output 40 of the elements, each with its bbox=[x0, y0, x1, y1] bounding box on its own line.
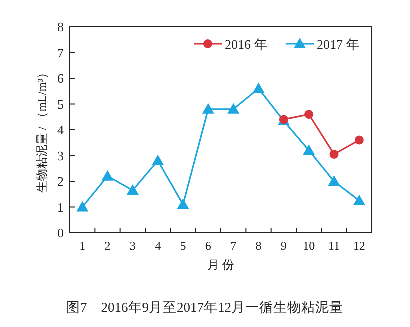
x-tick-label: 11 bbox=[328, 239, 340, 253]
y-tick-label: 8 bbox=[58, 20, 64, 34]
point bbox=[102, 170, 114, 181]
point bbox=[252, 82, 265, 94]
x-tick-label: 5 bbox=[180, 239, 186, 253]
y-tick-label: 1 bbox=[58, 200, 64, 215]
x-tick-label: 3 bbox=[130, 239, 136, 253]
x-tick-label: 4 bbox=[155, 239, 162, 253]
y-tick-label: 7 bbox=[58, 45, 64, 60]
point bbox=[202, 103, 214, 114]
x-axis-title: 月 份 bbox=[208, 258, 234, 272]
x-tick-label: 2 bbox=[104, 239, 111, 253]
point bbox=[126, 184, 139, 196]
legend-label: 2017 年 bbox=[317, 37, 360, 52]
point bbox=[228, 103, 240, 114]
x-tick-label: 1 bbox=[80, 239, 86, 253]
y-tick-label: 2 bbox=[58, 174, 64, 189]
y-tick-label: 4 bbox=[58, 122, 64, 138]
x-tick-label: 7 bbox=[230, 239, 237, 253]
x-tick-label: 8 bbox=[256, 239, 262, 253]
y-tick-label: 6 bbox=[58, 71, 64, 86]
point bbox=[177, 198, 190, 210]
point bbox=[76, 201, 89, 212]
point bbox=[303, 144, 316, 156]
y-tick-label: 0 bbox=[58, 226, 64, 240]
point bbox=[354, 136, 364, 145]
y-tick-label: 5 bbox=[58, 96, 64, 112]
x-tick-label: 6 bbox=[205, 239, 212, 253]
text: 图7 2016年9月至2017年12月一循生物粘泥量 bbox=[66, 300, 344, 315]
point bbox=[152, 154, 164, 166]
y-tick-label: 3 bbox=[58, 148, 64, 164]
point bbox=[328, 176, 340, 186]
legend-label: 2016 年 bbox=[225, 37, 268, 52]
x-tick-label: 9 bbox=[280, 239, 287, 253]
point bbox=[330, 150, 339, 159]
y-axis-title: 生物粘泥量 / （mL/m³） bbox=[35, 66, 49, 194]
x-tick-label: 12 bbox=[353, 239, 366, 253]
point bbox=[353, 194, 366, 206]
point bbox=[304, 110, 314, 120]
x-tick-label: 10 bbox=[303, 239, 316, 253]
